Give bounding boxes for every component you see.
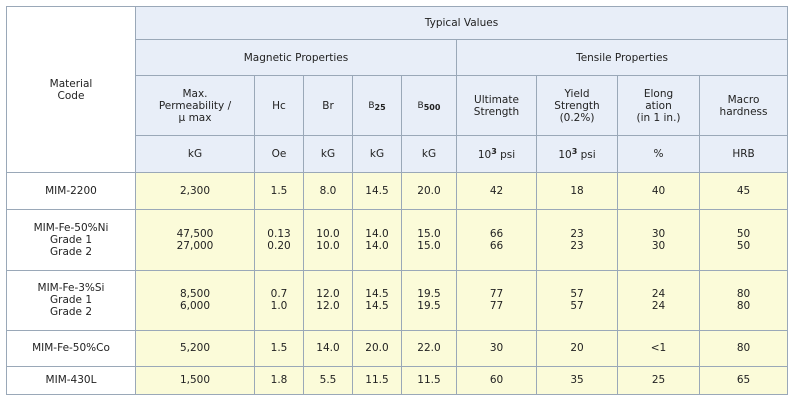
b500-header-subscript: 500: [423, 103, 441, 113]
max-permeability-unit: kG: [135, 135, 255, 174]
hc-unit: Oe: [254, 135, 304, 174]
yield-strength-cell: 23 23: [536, 209, 618, 271]
b500-header-base: B: [417, 101, 424, 112]
hc-cell: 1.5: [254, 172, 304, 211]
ultimate-strength-header: Ultimate Strength: [456, 75, 537, 137]
typical-values-header: Typical Values: [134, 5, 789, 41]
yield-unit-exponent: 3: [571, 147, 578, 157]
ultimate-strength-cell: 60: [456, 365, 537, 396]
table-row: MIM-Fe-3%Si Grade 1 Grade 2 8,500 6,000 …: [6, 269, 789, 331]
elongation-header: Elong ation (in 1 in.): [617, 75, 700, 137]
ultimate-strength-cell: 77 77: [456, 269, 537, 331]
table-row: MIM-430L 1,500 1.8 5.5 11.5 11.5 60 35 2…: [6, 365, 789, 396]
elongation-cell: 25: [617, 365, 700, 396]
max-permeability-cell: 2,300: [135, 172, 255, 211]
ultimate-unit-base: 10: [477, 149, 492, 162]
b25-cell: 14.5 14.5: [352, 269, 402, 331]
b500-cell: 22.0: [401, 329, 457, 367]
br-cell: 12.0 12.0: [303, 269, 353, 331]
yield-strength-cell: 57 57: [536, 269, 618, 331]
macro-hardness-cell: 65: [698, 365, 789, 396]
hc-cell: 0.13 0.20: [254, 209, 304, 271]
max-permeability-cell: 8,500 6,000: [135, 269, 255, 331]
yield-strength-header: Yield Strength (0.2%): [536, 75, 618, 137]
macro-hardness-cell: 80 80: [698, 269, 789, 331]
hc-cell: 0.7 1.0: [254, 269, 304, 331]
macro-hardness-cell: 45: [698, 172, 789, 211]
macro-hardness-header: Macro hardness: [698, 75, 789, 137]
tensile-properties-header: Tensile Properties: [455, 39, 789, 77]
macro-hardness-cell: 50 50: [698, 209, 789, 271]
b25-cell: 20.0: [352, 329, 402, 367]
br-header: Br: [303, 75, 353, 137]
elongation-unit: %: [617, 135, 700, 174]
b25-header-base: B: [368, 101, 375, 112]
ultimate-strength-cell: 66 66: [456, 209, 537, 271]
elongation-cell: <1: [617, 329, 700, 367]
hc-header: Hc: [254, 75, 304, 137]
table-row: MIM-2200 2,300 1.5 8.0 14.5 20.0 42 18 4…: [6, 172, 789, 211]
hc-cell: 1.8: [254, 365, 304, 396]
material-code-cell: MIM-430L: [6, 365, 136, 396]
hc-cell: 1.5: [254, 329, 304, 367]
br-cell: 5.5: [303, 365, 353, 396]
header-row-columns: Max. Permeability / μ max Hc Br B25 B500…: [7, 75, 789, 137]
ultimate-strength-unit: 103 psi: [456, 135, 537, 174]
b500-cell: 20.0: [401, 172, 457, 211]
yield-strength-cell: 20: [536, 329, 618, 367]
yield-unit-rest: psi: [577, 149, 596, 162]
header-row-units: kG Oe kG kG kG 103 psi 103 psi % HRB: [7, 135, 789, 174]
header-row-groups: Magnetic Properties Tensile Properties: [7, 39, 789, 77]
elongation-cell: 30 30: [617, 209, 700, 271]
material-properties-table: Material Code Typical Values Magnetic Pr…: [6, 5, 789, 396]
b500-header: B500: [401, 75, 457, 137]
table-row: MIM-Fe-50%Ni Grade 1 Grade 2 47,500 27,0…: [6, 209, 789, 271]
b500-cell: 11.5: [401, 365, 457, 396]
yield-strength-cell: 18: [536, 172, 618, 211]
macro-hardness-unit: HRB: [698, 135, 789, 174]
b500-cell: 19.5 19.5: [401, 269, 457, 331]
b25-cell: 14.5: [352, 172, 402, 211]
material-code-cell: MIM-2200: [6, 172, 136, 211]
max-permeability-cell: 5,200: [135, 329, 255, 367]
table-row: MIM-Fe-50%Co 5,200 1.5 14.0 20.0 22.0 30…: [6, 329, 789, 367]
yield-unit-base: 10: [558, 149, 572, 162]
yield-strength-cell: 35: [536, 365, 618, 396]
b25-header: B25: [352, 75, 402, 137]
elongation-cell: 40: [617, 172, 700, 211]
max-permeability-cell: 47,500 27,000: [135, 209, 255, 271]
b500-cell: 15.0 15.0: [401, 209, 457, 271]
material-code-cell: MIM-Fe-50%Co: [6, 329, 136, 367]
br-cell: 14.0: [303, 329, 353, 367]
macro-hardness-cell: 80: [698, 329, 789, 367]
br-unit: kG: [303, 135, 353, 174]
br-cell: 8.0: [303, 172, 353, 211]
max-permeability-header: Max. Permeability / μ max: [135, 75, 255, 137]
ultimate-strength-cell: 30: [456, 329, 537, 367]
header-row-typical: Material Code Typical Values: [6, 5, 789, 174]
b25-header-subscript: 25: [374, 103, 386, 113]
material-code-header: Material Code: [6, 5, 136, 174]
material-code-cell: MIM-Fe-50%Ni Grade 1 Grade 2: [6, 209, 136, 271]
b500-unit: kG: [401, 135, 457, 174]
material-code-cell: MIM-Fe-3%Si Grade 1 Grade 2: [6, 269, 136, 331]
magnetic-properties-header: Magnetic Properties: [135, 39, 457, 77]
ultimate-unit-exponent: 3: [491, 147, 497, 157]
br-cell: 10.0 10.0: [303, 209, 353, 271]
b25-cell: 14.0 14.0: [352, 209, 402, 271]
yield-strength-unit: 103 psi: [536, 135, 618, 174]
ultimate-unit-rest: psi: [496, 149, 516, 162]
b25-unit: kG: [352, 135, 402, 174]
elongation-cell: 24 24: [617, 269, 700, 331]
max-permeability-cell: 1,500: [135, 365, 255, 396]
b25-cell: 11.5: [352, 365, 402, 396]
ultimate-strength-cell: 42: [456, 172, 537, 211]
